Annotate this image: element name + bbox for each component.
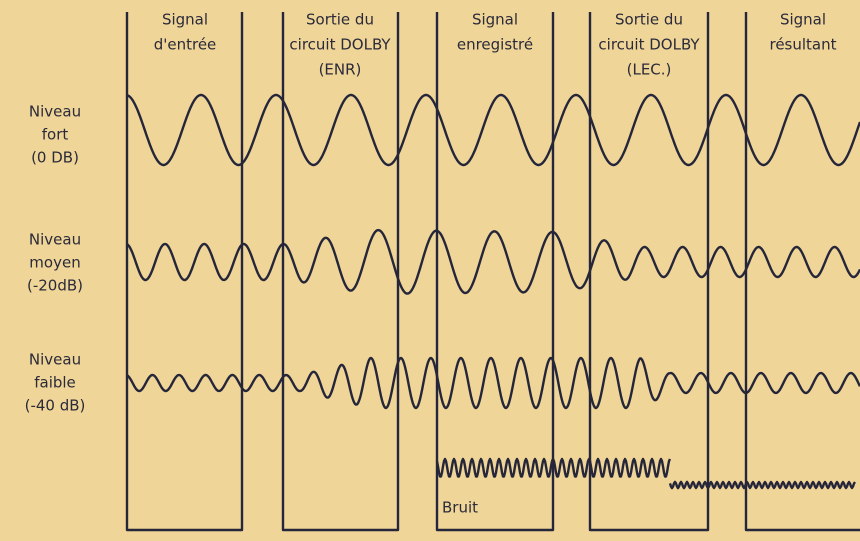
row-label: moyen [29,254,80,272]
row-label: Niveau [29,103,81,121]
column-header: circuit DOLBY [289,36,391,54]
row-label: (0 DB) [31,149,79,167]
row-label: fort [42,126,69,144]
column-header: (ENR) [319,61,362,79]
row-label: (-20dB) [27,277,83,295]
row-label: Niveau [29,231,81,249]
column-header: Signal [162,11,208,29]
column-header: d'entrée [154,36,217,54]
column-header: Signal [472,11,518,29]
row-label: Niveau [29,351,81,369]
column-header: circuit DOLBY [598,36,700,54]
column-header: enregistré [457,36,533,54]
column-header: (LEC.) [627,61,672,79]
column-header: Signal [780,11,826,29]
column-header: Sortie du [615,11,683,29]
background [0,0,860,541]
diagram: Signal d'entrée Sortie du circuit DOLBY (ENR… [0,0,860,541]
column-header: Sortie du [306,11,374,29]
noise-label: Bruit [442,499,478,517]
row-label: (-40 dB) [25,397,86,415]
row-label: faible [34,374,76,392]
column-header: résultant [769,36,836,54]
